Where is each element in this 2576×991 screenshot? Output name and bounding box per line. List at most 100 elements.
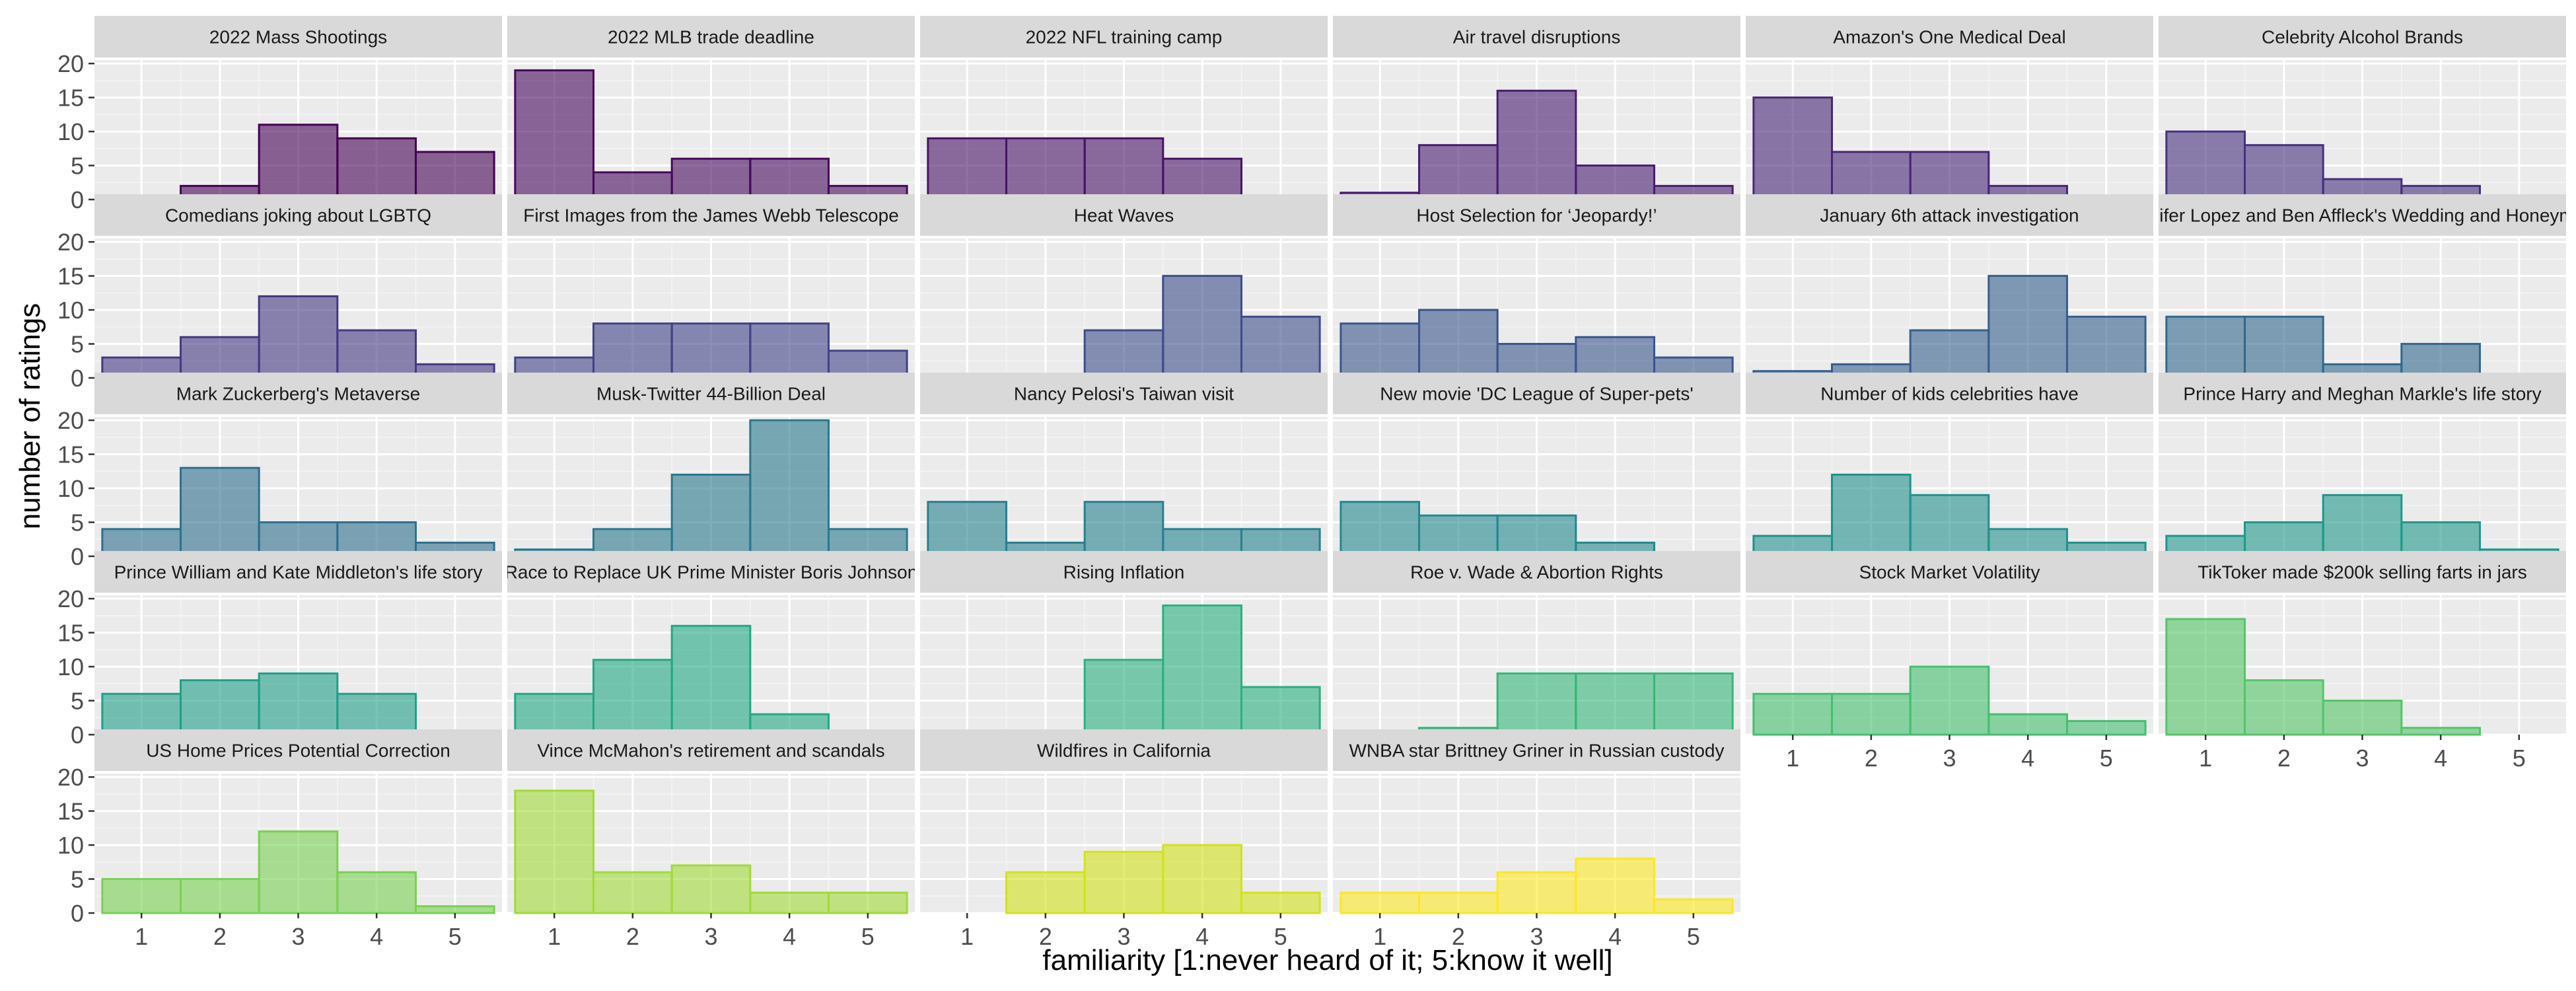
- facet-strip-label: Vince McMahon's retirement and scandals: [537, 741, 884, 761]
- x-tick-label: 2: [2277, 745, 2291, 772]
- facet-panel: Comedians joking about LGBTQ: [94, 194, 502, 379]
- histogram-bar: [514, 789, 595, 914]
- histogram-bar: [670, 473, 752, 558]
- histogram-bar: [670, 322, 752, 379]
- facet-strip-label: Heat Waves: [1074, 205, 1174, 226]
- facet-strip: [920, 729, 1328, 771]
- histogram-bar: [1909, 665, 1990, 736]
- histogram-bar: [180, 878, 260, 914]
- facet-panel: Celebrity Alcohol Brands: [2159, 16, 2566, 201]
- facet-strip-label: TikToker made $200k selling farts in jar…: [2198, 562, 2527, 583]
- histogram-bar: [2165, 618, 2246, 736]
- y-tick-label: 10: [57, 653, 84, 680]
- y-tick-label: 0: [71, 365, 84, 392]
- facet-panel: Nancy Pelosi's Taiwan visit: [920, 373, 1328, 558]
- facet-panel: First Images from the James Webb Telesco…: [507, 194, 915, 379]
- facet-strip-label: Musk-Twitter 44-Billion Deal: [596, 384, 826, 404]
- histogram-bar: [1083, 659, 1164, 736]
- histogram-bar: [1162, 157, 1242, 201]
- histogram-bar: [1831, 692, 1912, 736]
- y-tick-label: 5: [71, 866, 84, 893]
- facet-strip-label: Nancy Pelosi's Taiwan visit: [1014, 384, 1234, 404]
- facet-panel: Number of kids celebrities have: [1746, 373, 2153, 558]
- facet-strip-label: Rising Inflation: [1063, 562, 1185, 583]
- histogram-bar: [414, 151, 495, 201]
- histogram-bar: [1831, 473, 1912, 558]
- facet-panel: Prince William and Kate Middleton's life…: [94, 551, 502, 736]
- x-tick-label: 1: [2199, 745, 2212, 772]
- facet-strip-label: 2022 MLB trade deadline: [608, 27, 814, 48]
- histogram-bar: [1909, 151, 1990, 201]
- facet-panel: Host Selection for ‘Jeopardy!’: [1333, 194, 1740, 379]
- y-tick-label: 20: [57, 229, 84, 256]
- x-tick-label: 4: [1608, 923, 1622, 950]
- facet-strip: [94, 729, 502, 771]
- facet-panel: January 6th attack investigation: [1746, 194, 2153, 379]
- histogram-bar: [1240, 315, 1321, 379]
- x-tick-label: 4: [370, 923, 383, 950]
- facet-strip: [507, 729, 915, 771]
- facet-strip: [1333, 729, 1740, 771]
- histogram-bar: [1575, 858, 1655, 914]
- x-tick-label: 1: [548, 923, 561, 950]
- facet-panels: 2022 Mass Shootings 2022 MLB trade deadli…: [94, 16, 2576, 914]
- facet-strip-label: Roe v. Wade & Abortion Rights: [1410, 562, 1663, 583]
- facet-strip-label: US Home Prices Potential Correction: [146, 741, 450, 761]
- y-tick-label: 15: [57, 441, 84, 468]
- histogram-bar: [2400, 727, 2481, 736]
- facet-panel: Prince Harry and Meghan Markle's life st…: [2159, 373, 2566, 558]
- facet-strip-label: 2022 NFL training camp: [1026, 27, 1223, 48]
- facet-panel: WNBA star Brittney Griner in Russian cus…: [1333, 729, 1740, 914]
- histogram-bar: [258, 124, 339, 201]
- x-tick-label: 3: [1530, 923, 1543, 950]
- facet-strip: [1333, 373, 1740, 414]
- histogram-bar: [1083, 137, 1164, 201]
- x-tick-label: 2: [626, 923, 639, 950]
- facet-strip: [920, 551, 1328, 593]
- histogram-bar: [1496, 89, 1577, 201]
- x-tick-label: 3: [1117, 923, 1130, 950]
- histogram-bar: [1987, 275, 2068, 379]
- facet-panel: 2022 NFL training camp: [920, 16, 1328, 201]
- histogram-bar: [336, 871, 417, 914]
- facet-strip-label: Stock Market Volatility: [1859, 562, 2040, 583]
- histogram-bar: [1653, 898, 1734, 914]
- facet-panel: Jennifer Lopez and Ben Affleck's Wedding…: [2120, 194, 2576, 379]
- histogram-bar: [1340, 891, 1421, 914]
- histogram-bar: [2065, 719, 2147, 736]
- facet-strip: [507, 16, 915, 57]
- facet-panel: Wildfires in California: [920, 729, 1328, 914]
- y-tick-label: 5: [71, 153, 84, 180]
- facet-strip: [507, 194, 915, 236]
- facet-strip: [2159, 373, 2566, 414]
- histogram-bar: [1752, 692, 1834, 736]
- histogram-bar: [2244, 144, 2324, 201]
- facet-strip-label: Mark Zuckerberg's Metaverse: [176, 384, 420, 404]
- histogram-bar: [2400, 521, 2481, 558]
- histogram-bar: [592, 322, 673, 379]
- facet-strip-label: January 6th attack investigation: [1820, 205, 2079, 226]
- y-tick-label: 0: [71, 900, 84, 927]
- histogram-bar: [1240, 891, 1321, 914]
- histogram-bar: [2065, 315, 2147, 379]
- histogram-bar: [670, 157, 752, 201]
- histogram-bar: [670, 864, 752, 914]
- histogram-bar: [1083, 329, 1164, 379]
- y-tick-label: 10: [57, 297, 84, 324]
- histogram-bar: [2244, 679, 2324, 736]
- facet-strip: [1333, 16, 1740, 57]
- histogram-bar: [1496, 871, 1577, 914]
- histogram-bar: [2322, 494, 2403, 558]
- y-tick-label: 20: [57, 585, 84, 612]
- y-axis-title: number of ratings: [14, 303, 46, 529]
- histogram-bar: [670, 624, 752, 736]
- histogram-bar: [414, 905, 495, 914]
- x-tick-label: 4: [2434, 745, 2447, 772]
- facet-strip-label: Jennifer Lopez and Ben Affleck's Wedding…: [2120, 205, 2576, 226]
- x-tick-label: 2: [1452, 923, 1465, 950]
- histogram-bar: [514, 692, 595, 736]
- histogram-bar: [827, 891, 908, 914]
- histogram-bar: [258, 295, 339, 379]
- facet-strip: [1746, 551, 2153, 593]
- facet-strip: [94, 551, 502, 593]
